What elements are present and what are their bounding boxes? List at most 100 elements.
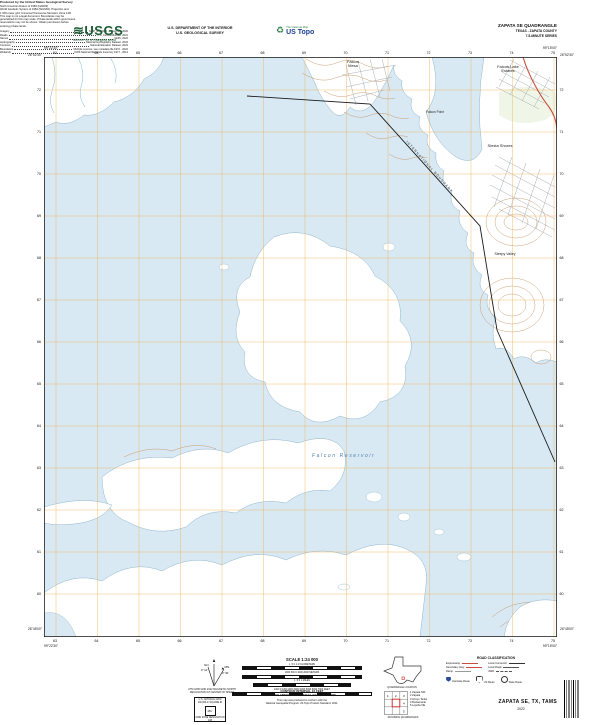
- svg-text:3: 3: [403, 694, 405, 698]
- grid-easting-label-top: 69: [302, 50, 306, 55]
- svg-text:4: 4: [403, 702, 405, 706]
- grid-easting-label-bottom: 68: [260, 638, 265, 643]
- utm-grid: [44, 57, 557, 637]
- data-source-row: Names GNIS, 2022: [0, 37, 128, 41]
- grid-easting-label-bottom: 70: [343, 638, 348, 643]
- svg-text:MN: MN: [225, 665, 230, 669]
- grid-easting-label-bottom: 73: [468, 638, 472, 643]
- scale-bar: [242, 666, 362, 671]
- grid-easting-label-bottom: 69: [302, 638, 306, 643]
- usgs-logo-text: ≋USGS: [73, 23, 124, 38]
- grid-northing-label-left: 70: [37, 172, 41, 176]
- grid-northing-label-left: 67: [37, 298, 41, 302]
- declination-diagram: GN 0° 14' MN 3° 30': [201, 659, 230, 687]
- scale-bar-ticks: 1000 500 0 1000 2000 METERS: [284, 670, 320, 674]
- grid-northing-label-right: 69: [559, 214, 564, 218]
- grid-northing-label-right: 67: [559, 298, 564, 302]
- production-line: World Geodetic System of 1984 (WGS84). P…: [0, 8, 69, 12]
- svg-text:2: 2: [395, 694, 397, 698]
- sheet-title: ZAPATA SE, TX, TAMS: [498, 699, 557, 705]
- town-label-sleepy-valley: Sleepy Valley: [494, 252, 516, 256]
- grid-easting-label-top: 74: [509, 50, 514, 55]
- grid-northing-label-right: 63: [559, 466, 564, 470]
- data-source-row: Imagery NAIP, July 2020 - November 2020: [0, 30, 128, 34]
- grid-northing-label-right: 65: [559, 382, 564, 386]
- sheet-year: 2022: [517, 707, 525, 711]
- grid-northing-label-left: 71: [37, 130, 41, 134]
- production-line: North American Datum of 1983 (NAD83): [0, 5, 49, 8]
- data-source-row: Roads U.S. Census Bureau, 2021: [0, 33, 128, 37]
- scale-bar: [242, 674, 362, 679]
- corner-sw-lon: 99°22'30": [44, 644, 59, 648]
- corner-nw-lat: 26°52'30": [27, 53, 42, 57]
- grid-northing-label-left: 68: [37, 256, 41, 260]
- grid-northing-label-right: 71: [559, 130, 564, 134]
- production-credits: Produced by the United States Geological…: [0, 0, 128, 55]
- adjoining-quad-name: 2 Zapata: [410, 694, 421, 698]
- data-source-row: Wetlands FWS National Wetlands Inventory …: [0, 51, 128, 55]
- true-north-star: [212, 659, 216, 662]
- national-map-icon: ♻: [276, 25, 285, 35]
- quad-series: 7.5-MINUTE SERIES: [525, 34, 557, 38]
- street-grid-falcon-lake-estates: [495, 58, 556, 110]
- grid-northing-label-left: 64: [37, 424, 41, 428]
- local-road-line: [503, 667, 520, 669]
- vegetation-patch: [499, 87, 557, 124]
- map-canvas: INTERNATIONAL BOUNDARY Falcon Reservoir: [44, 57, 557, 637]
- dept-line1: U.S. DEPARTMENT OF THE INTERIOR: [167, 26, 233, 30]
- grid-northing-label-left: 63: [37, 466, 41, 470]
- product-standard-note: This map was produced to conform with th…: [265, 699, 339, 706]
- streams: [50, 57, 117, 114]
- scale-bar-ticks: 1 .5 0 1 MILES: [294, 679, 310, 683]
- svg-text:0° 14': 0° 14': [201, 668, 208, 672]
- grid-easting-label-bottom: 75: [551, 638, 555, 643]
- scale-block: SCALE 1:24 000 1 .5 0 1 2 KILOMETERS 1000…: [230, 657, 374, 697]
- grid-northing-label-right: 68: [559, 256, 564, 260]
- texas-outline: [383, 656, 422, 684]
- street-grid-falcon-mesa: [341, 58, 397, 106]
- tnm-label: The National Map: [286, 25, 309, 29]
- adjoining-quad-name: 5 Lopeño NE: [410, 704, 426, 708]
- usgs-wave-icon: ≋: [73, 23, 85, 38]
- svg-text:5: 5: [403, 710, 405, 714]
- grid-easting-label-bottom: 66: [177, 638, 182, 643]
- fwd-line: [495, 671, 512, 673]
- quadrangle-location-caption: QUADRANGLE LOCATION: [387, 686, 417, 689]
- grid-easting-label-top: 70: [343, 50, 348, 55]
- current-quad-cell: [391, 698, 401, 708]
- grid-easting-label-top: 72: [426, 50, 431, 55]
- grid-easting-label-top: 71: [385, 50, 389, 55]
- usng-square-id: MU: [204, 705, 216, 716]
- town-label-falcon-mesa: Falcon Mesa: [346, 59, 359, 69]
- adjoining-quads-caption: ADJOINING QUADRANGLES: [387, 717, 419, 719]
- adjoining-quads-list: 1 Zapata NW 2 Zapata 3 Arroyo Tanks 4 Busta…: [410, 691, 427, 708]
- ustopo-logo: ♻ The National Map US Topo: [276, 25, 314, 36]
- grid-easting-label-top: 64: [94, 50, 99, 55]
- grid-easting-label-bottom: 65: [136, 638, 140, 643]
- dept-line2: U.S. GEOLOGICAL SURVEY: [176, 30, 224, 35]
- scale-bar: [232, 691, 372, 696]
- barcode: [564, 680, 579, 718]
- grid-northing-label-right: 72: [559, 88, 564, 92]
- scale-title: SCALE 1:24 000: [286, 657, 318, 662]
- corner-nw-lon: 99°22'30": [44, 45, 59, 50]
- production-line: reservations may not be shown. Obtain pe…: [0, 21, 69, 25]
- grid-northing-label-right: 66: [559, 340, 564, 344]
- svg-text:1: 1: [387, 694, 389, 698]
- ustopo-label: US Topo: [286, 29, 315, 36]
- data-source-row: Hydrography National Hydrography Dataset,…: [0, 40, 128, 44]
- grid-northing-label-left: 60: [37, 592, 41, 596]
- produced-by: Produced by the United States Geological…: [0, 0, 73, 4]
- land-southeast: [503, 599, 557, 637]
- grid-northing-label-left: 72: [37, 88, 41, 92]
- grid-easting-label-bottom: 67: [219, 638, 223, 643]
- grid-northing-label-left: 69: [37, 214, 41, 218]
- usng-box: U.S. NATIONAL GRID 100,000-m SQUARE ID M…: [194, 697, 226, 722]
- town-label-falcon-point: Falcon Point: [426, 110, 444, 114]
- usgs-tagline: science for a changing world: [73, 38, 116, 42]
- scale-bar: [253, 683, 351, 688]
- grid-easting-label-bottom: 63: [53, 638, 57, 643]
- grid-easting-label-top: 68: [260, 50, 265, 55]
- grid-northing-label-left: 61: [37, 550, 41, 554]
- svg-text:3° 30': 3° 30': [222, 671, 229, 675]
